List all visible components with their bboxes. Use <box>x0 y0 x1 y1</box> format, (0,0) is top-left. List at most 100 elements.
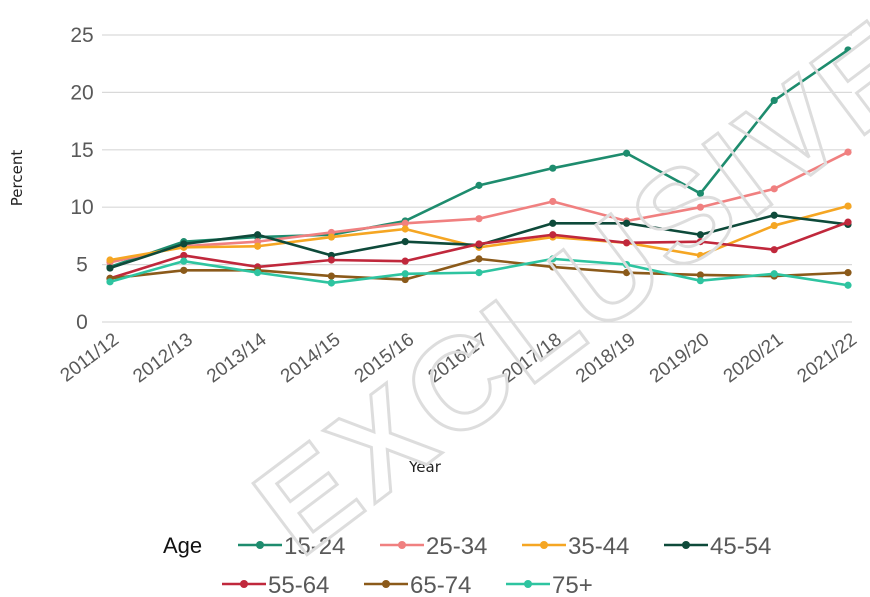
data-point <box>770 185 778 193</box>
grid-lines <box>102 34 852 323</box>
x-tick-label: 2012/13 <box>129 329 196 387</box>
x-tick-label: 2013/14 <box>203 329 271 387</box>
legend-swatch-marker <box>398 541 406 549</box>
y-tick-label: 25 <box>70 24 93 47</box>
data-point <box>549 263 557 271</box>
data-point <box>549 231 557 239</box>
data-point <box>180 257 188 265</box>
data-point <box>327 279 335 287</box>
legend-label: 35-44 <box>568 533 629 560</box>
legend-label: 55-64 <box>268 572 329 597</box>
data-point <box>623 239 631 247</box>
data-point <box>327 256 335 264</box>
legend-item-65-74: 65-74 <box>364 572 471 597</box>
series-55-64 <box>106 218 852 282</box>
data-point <box>696 277 705 285</box>
data-point <box>696 231 705 239</box>
legend-swatch-marker <box>382 580 390 588</box>
x-tick-label: 2019/20 <box>646 329 713 387</box>
y-tick-labels: 0 5 10 15 20 25 <box>70 24 93 334</box>
data-point <box>623 219 631 227</box>
legend-item-75+: 75+ <box>506 572 593 597</box>
data-point <box>549 197 557 206</box>
data-point <box>549 219 557 227</box>
y-tick-label: 10 <box>70 196 93 219</box>
data-point <box>770 270 778 278</box>
legend: 15-24 25-34 35-44 45-54 55-64 65-74 75+ <box>222 533 771 597</box>
y-tick-label: 15 <box>70 139 93 162</box>
data-point <box>696 203 705 211</box>
legend-label: 15-24 <box>284 533 345 560</box>
data-point <box>401 275 409 284</box>
data-point <box>623 149 631 157</box>
data-point <box>696 251 705 260</box>
x-tick-label: 2020/21 <box>720 329 787 387</box>
data-point <box>327 233 335 241</box>
data-point <box>327 272 335 280</box>
data-point <box>254 242 262 250</box>
data-point <box>696 271 705 279</box>
legend-label: 65-74 <box>410 572 471 597</box>
data-point <box>180 240 188 248</box>
data-point <box>180 251 188 260</box>
y-tick-label: 5 <box>76 254 88 277</box>
data-point <box>844 202 852 210</box>
data-point <box>401 225 409 233</box>
data-point <box>844 269 852 277</box>
y-axis-label: Percent <box>8 150 26 207</box>
legend-label: 75+ <box>552 572 593 597</box>
y-tick-label: 20 <box>70 81 93 104</box>
data-point <box>549 164 557 172</box>
data-point <box>770 246 778 254</box>
data-point <box>401 270 409 278</box>
legend-label: 45-54 <box>710 533 771 560</box>
legend-swatch-marker <box>240 580 248 588</box>
series-lines <box>106 46 852 289</box>
x-tick-label: 2011/12 <box>57 329 123 386</box>
watermark: EXCLUSIVELY RELEASED <box>229 0 870 582</box>
data-point <box>106 256 114 264</box>
y-tick-label: 0 <box>76 311 88 334</box>
legend-item-15-24: 15-24 <box>238 533 345 560</box>
data-point <box>549 255 557 263</box>
data-point <box>844 46 852 54</box>
data-point <box>401 238 409 246</box>
data-point <box>401 257 409 265</box>
data-point <box>475 240 483 248</box>
data-point <box>254 231 262 239</box>
legend-title: Age <box>163 533 202 558</box>
data-point <box>180 266 188 274</box>
legend-swatch-marker <box>540 541 548 549</box>
x-tick-label: 2021/22 <box>794 329 861 387</box>
legend-item-35-44: 35-44 <box>522 533 629 560</box>
x-axis-label: Year <box>408 458 442 476</box>
data-point <box>623 269 631 277</box>
legend-label: 25-34 <box>426 533 487 560</box>
data-point <box>475 269 483 277</box>
data-point <box>696 238 705 246</box>
legend-swatch-marker <box>256 541 264 549</box>
data-point <box>254 269 262 277</box>
data-point <box>696 189 705 198</box>
data-point <box>770 211 778 219</box>
legend-item-55-64: 55-64 <box>222 572 329 597</box>
legend-item-45-54: 45-54 <box>664 533 771 560</box>
data-point <box>770 96 778 105</box>
data-point <box>844 148 852 156</box>
data-point <box>770 221 778 230</box>
series-75+ <box>106 255 852 289</box>
data-point <box>475 215 483 223</box>
legend-item-25-34: 25-34 <box>380 533 487 560</box>
x-tick-label: 2014/15 <box>277 329 344 387</box>
data-point <box>401 219 409 227</box>
data-point <box>475 181 483 189</box>
data-point <box>106 278 114 286</box>
data-point <box>844 281 852 289</box>
data-point <box>106 264 114 272</box>
legend-swatch-marker <box>524 580 532 588</box>
data-point <box>623 261 631 269</box>
legend-swatch-marker <box>682 541 690 549</box>
data-point <box>475 255 483 263</box>
data-point <box>844 218 852 226</box>
